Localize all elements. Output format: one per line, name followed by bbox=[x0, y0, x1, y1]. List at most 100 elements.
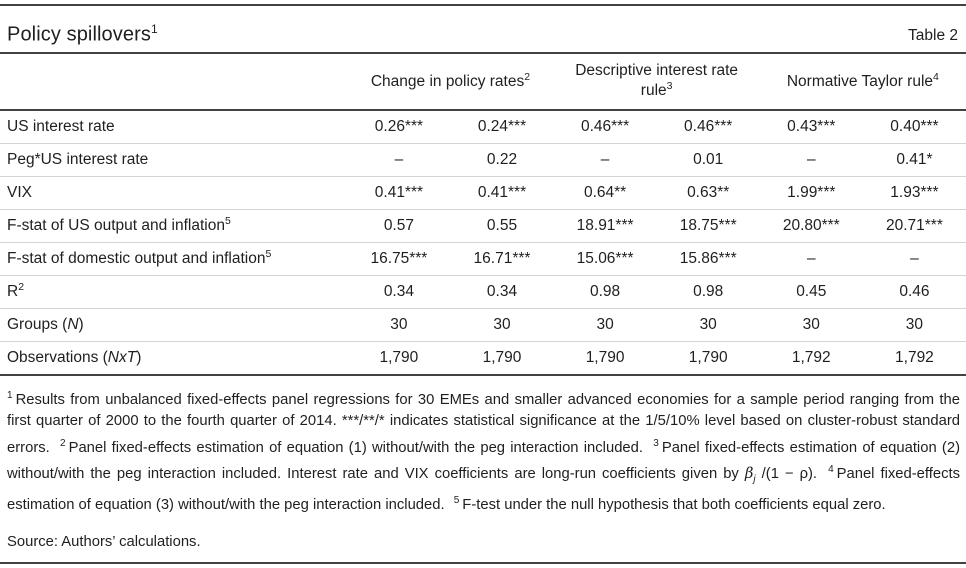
column-group-change-in-policy-rates: Change in policy rates2 bbox=[347, 54, 554, 111]
table-row-vix: VIX 0.41*** 0.41*** 0.64** 0.63** 1.99**… bbox=[0, 175, 966, 209]
footnote-text: Panel fixed-effects estimation of equati… bbox=[7, 465, 960, 514]
row-label: Groups (N) bbox=[0, 307, 348, 341]
beta-symbol: β bbox=[744, 464, 754, 482]
value-cell: 20.80*** bbox=[759, 208, 863, 242]
value-cell: 0.63** bbox=[656, 175, 760, 209]
table-row-fstat-domestic-output-inflation: F-stat of domestic output and inflation5… bbox=[0, 241, 966, 275]
footnote-marker: 4 bbox=[933, 71, 939, 84]
value-cell: 0.34 bbox=[347, 274, 451, 308]
value-cell: 0.01 bbox=[656, 142, 760, 176]
superscript: 2 bbox=[18, 281, 25, 294]
value-cell: – bbox=[862, 241, 966, 275]
value-cell: – bbox=[759, 241, 863, 275]
value-cell: 1.93*** bbox=[862, 175, 966, 209]
row-label: R2 bbox=[0, 274, 348, 308]
value-cell: 1.99*** bbox=[759, 175, 863, 209]
empty-header-cell bbox=[0, 54, 348, 111]
value-cell: 0.41*** bbox=[450, 175, 554, 209]
value-cell: 18.75*** bbox=[656, 208, 760, 242]
value-cell: 0.98 bbox=[656, 274, 760, 308]
table-row-fstat-us-output-inflation: F-stat of US output and inflation5 0.57 … bbox=[0, 208, 966, 242]
title-rule bbox=[0, 52, 966, 54]
body-bottom-rule bbox=[0, 374, 966, 376]
value-cell: 1,790 bbox=[347, 340, 451, 374]
value-cell: 16.71*** bbox=[450, 241, 554, 275]
value-cell: 0.55 bbox=[450, 208, 554, 242]
page-title: Policy spillovers1 bbox=[7, 22, 158, 47]
value-cell: 0.24*** bbox=[477, 117, 527, 135]
table-number-label: Table 2 bbox=[908, 27, 958, 44]
row-label: US interest rate bbox=[7, 117, 115, 135]
footnote-text: Panel fixed-effects estimation of equati… bbox=[68, 439, 644, 456]
value-cell: 0.43*** bbox=[787, 117, 836, 135]
table-row-groups-n: Groups (N) 30 30 30 30 30 30 bbox=[0, 307, 966, 341]
footnote-text: /(1 − ρ). bbox=[755, 465, 818, 482]
page-title-footnote-marker: 1 bbox=[150, 22, 158, 37]
value-cell: 0.98 bbox=[553, 274, 657, 308]
table-row-observations-nxt: Observations (NxT) 1,790 1,790 1,790 1,7… bbox=[0, 340, 966, 374]
value-cell: 20.71*** bbox=[862, 208, 966, 242]
column-group-descriptive-interest-rate-rule: Descriptive interest rate rule3 bbox=[553, 54, 760, 111]
value-cell: 1,792 bbox=[759, 340, 863, 374]
source-note: Source: Authors’ calculations. bbox=[7, 533, 201, 550]
value-cell: – bbox=[347, 142, 451, 176]
value-cell: 0.41*** bbox=[347, 175, 451, 209]
value-cell: 0.34 bbox=[450, 274, 554, 308]
column-group-label: Normative Taylor rule bbox=[786, 73, 934, 91]
value-cell: 0.41* bbox=[862, 142, 966, 176]
bottom-rule bbox=[0, 561, 966, 564]
column-group-normative-taylor-rule: Normative Taylor rule4 bbox=[759, 54, 966, 111]
footnote-text: Results from unbalanced fixed-effects pa… bbox=[7, 391, 960, 456]
row-label: F-stat of domestic output and inflation5 bbox=[0, 241, 348, 275]
value-cell: 0.57 bbox=[347, 208, 451, 242]
value-cell: 0.46*** bbox=[684, 117, 733, 135]
value-cell: 1,792 bbox=[862, 340, 966, 374]
footnote-text: F-test under the null hypothesis that bo… bbox=[462, 497, 886, 514]
value-cell: 30 bbox=[862, 307, 966, 341]
footnotes: 1 Results from unbalanced fixed-effects p… bbox=[7, 385, 960, 517]
value-cell: 30 bbox=[347, 307, 451, 341]
value-cell: – bbox=[759, 142, 863, 176]
footnote-marker: 3 bbox=[666, 80, 673, 93]
beta-subscript: j bbox=[753, 473, 756, 485]
footnote-text: Panel fixed-effects estimation of equati… bbox=[7, 439, 960, 482]
value-cell: 15.86*** bbox=[656, 241, 760, 275]
footnote-marker: 2 bbox=[524, 71, 531, 84]
value-cell: 1,790 bbox=[450, 340, 554, 374]
top-rule bbox=[0, 4, 966, 6]
footnote-marker: 5 bbox=[224, 215, 231, 228]
value-cell: 0.26*** bbox=[374, 117, 424, 135]
results-table: Change in policy rates2 Descriptive inte… bbox=[0, 54, 966, 374]
row-label: Observations (NxT) bbox=[0, 340, 348, 374]
value-cell: 0.45 bbox=[759, 274, 863, 308]
value-cell: 30 bbox=[656, 307, 760, 341]
column-group-label: Descriptive interest rate rule bbox=[575, 62, 739, 100]
footnote-marker: 5 bbox=[265, 248, 272, 261]
column-group-label: Change in policy rates bbox=[370, 73, 525, 91]
value-cell: 30 bbox=[759, 307, 863, 341]
value-cell: 0.40*** bbox=[890, 117, 939, 135]
page-title-text: Policy spillovers bbox=[7, 24, 151, 46]
value-cell: – bbox=[553, 142, 657, 176]
row-label: VIX bbox=[0, 175, 348, 209]
column-group-header-row: Change in policy rates2 Descriptive inte… bbox=[0, 54, 966, 111]
value-cell: 0.64** bbox=[553, 175, 657, 209]
footnote-marker: 2 bbox=[60, 437, 66, 449]
value-cell: 15.06*** bbox=[553, 241, 657, 275]
footnote-marker: 5 bbox=[453, 495, 460, 507]
value-cell: 1,790 bbox=[553, 340, 657, 374]
value-cell: 0.46*** bbox=[580, 117, 630, 135]
title-bar: Policy spillovers1 Table 2 bbox=[0, 6, 966, 52]
footnote-marker: 3 bbox=[653, 437, 659, 449]
footnote-marker: 1 bbox=[7, 390, 13, 401]
value-cell: 16.75*** bbox=[347, 241, 451, 275]
footnote-marker: 4 bbox=[828, 464, 834, 476]
value-cell: 30 bbox=[553, 307, 657, 341]
value-cell: 0.22 bbox=[450, 142, 554, 176]
table-row-peg-us-interest-rate: Peg*US interest rate – 0.22 – 0.01 – 0.4… bbox=[0, 142, 966, 176]
table-row-r-squared: R2 0.34 0.34 0.98 0.98 0.45 0.46 bbox=[0, 274, 966, 308]
row-label: F-stat of US output and inflation5 bbox=[0, 208, 348, 242]
value-cell: 0.46 bbox=[862, 274, 966, 308]
value-cell: 1,790 bbox=[656, 340, 760, 374]
